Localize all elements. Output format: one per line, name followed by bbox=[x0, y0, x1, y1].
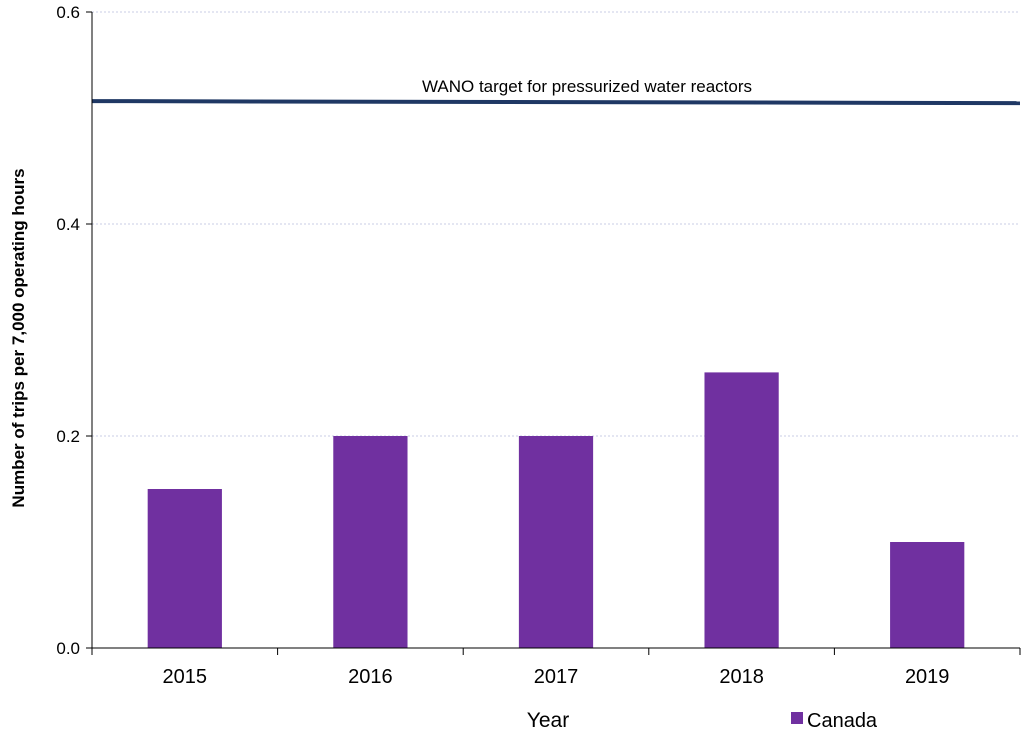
x-tick-label: 2018 bbox=[719, 666, 764, 688]
x-tick-label: 2017 bbox=[534, 666, 579, 688]
y-tick-label: 0.2 bbox=[56, 427, 80, 446]
x-axis-title: Year bbox=[527, 709, 569, 732]
legend: Canada bbox=[791, 710, 878, 732]
bar-2015 bbox=[147, 489, 222, 648]
y-tick-label: 0.6 bbox=[56, 3, 80, 22]
bar-2016 bbox=[333, 436, 408, 648]
x-tick-label: 2019 bbox=[905, 666, 950, 688]
y-tick-label: 0.0 bbox=[56, 639, 80, 658]
x-tick-label: 2015 bbox=[163, 666, 208, 688]
y-axis-title: Number of trips per 7,000 operating hour… bbox=[9, 168, 28, 507]
bar-2019 bbox=[890, 542, 965, 648]
y-axis-ticks: 0.0 0.2 0.4 0.6 bbox=[56, 3, 92, 658]
legend-swatch-canada bbox=[791, 712, 803, 724]
bars bbox=[147, 372, 965, 648]
wano-target-label: WANO target for pressurized water reacto… bbox=[422, 77, 752, 96]
gridlines bbox=[92, 11, 1020, 437]
x-axis-ticks: 2015 2016 2017 2018 2019 bbox=[91, 648, 1021, 688]
bar-2017 bbox=[518, 436, 594, 648]
x-tick-label: 2016 bbox=[348, 666, 393, 688]
wano-target-line bbox=[91, 99, 1021, 106]
bar-2018 bbox=[704, 372, 779, 648]
legend-label-canada: Canada bbox=[807, 710, 878, 732]
y-tick-label: 0.4 bbox=[56, 215, 80, 234]
